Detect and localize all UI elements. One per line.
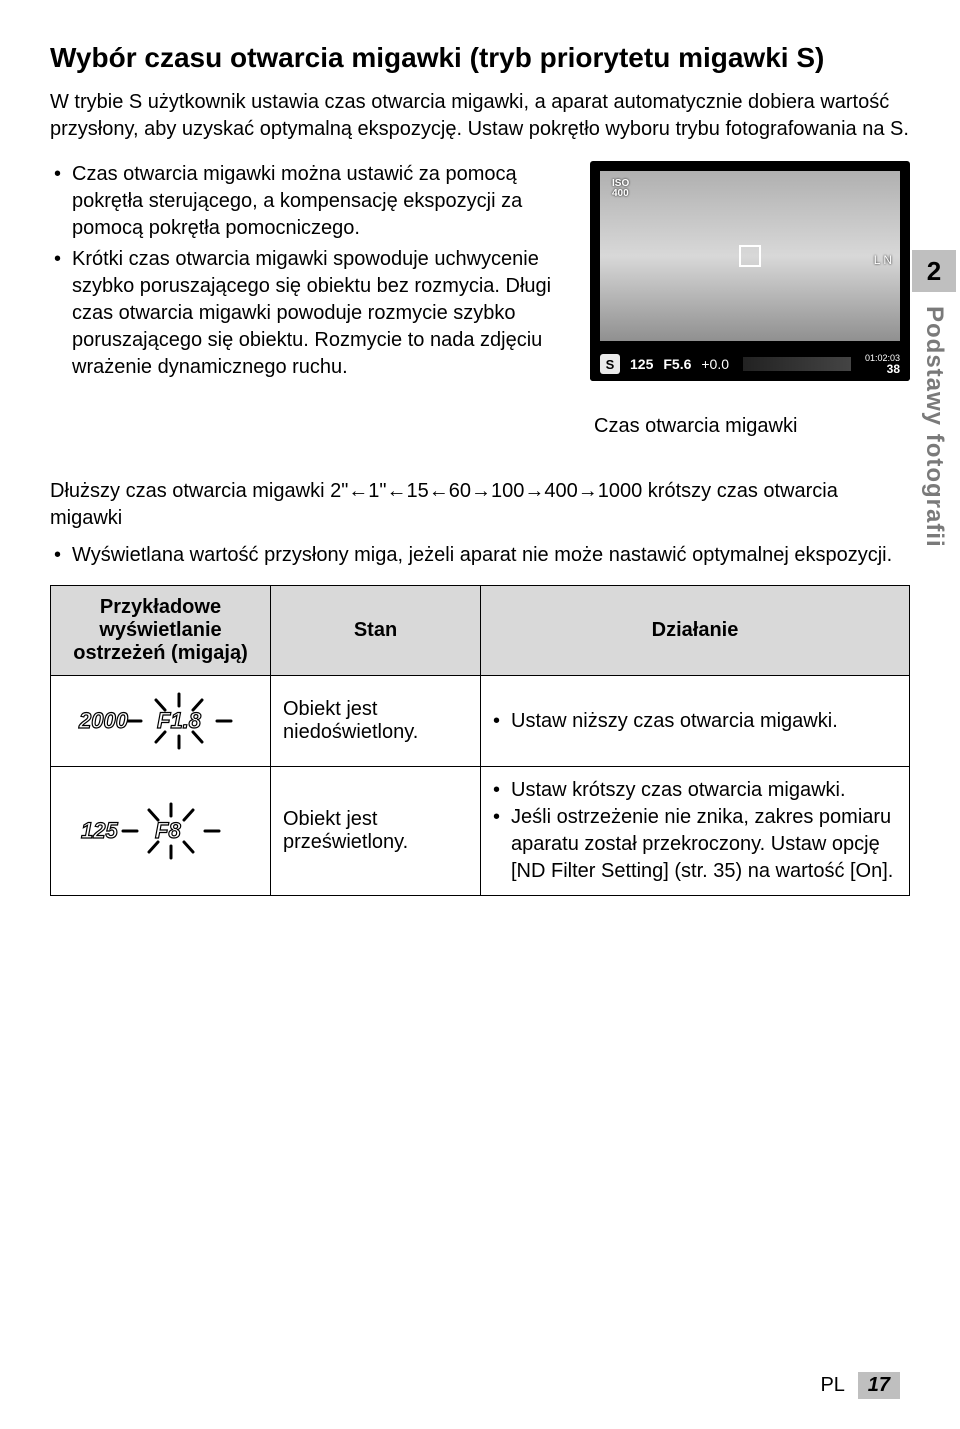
- chapter-label: Podstawy fotografii: [920, 292, 948, 548]
- table-row: 125 F8 Obiekt jest prześwietlony. Ustaw …: [51, 767, 910, 896]
- shots-remaining: 38: [865, 363, 900, 375]
- action-item: Ustaw krótszy czas otwarcia migawki.: [493, 777, 897, 804]
- bullet-item: Czas otwarcia migawki można ustawić za p…: [54, 161, 566, 242]
- state-cell: Obiekt jest prześwietlony.: [271, 767, 481, 896]
- state-cell: Obiekt jest niedoświetlony.: [271, 676, 481, 767]
- svg-text:F8: F8: [155, 818, 181, 843]
- side-tab: 2 Podstawy fotografii: [908, 250, 960, 548]
- intro-paragraph: W trybie S użytkownik ustawia czas otwar…: [50, 89, 910, 143]
- camera-display-illustration: ISO 400 L N S 125 F5.6 +0.0 01:02:03 38: [590, 161, 910, 381]
- range-bullet: Wyświetlana wartość przysłony miga, jeże…: [54, 542, 910, 569]
- locale-label: PL: [820, 1374, 844, 1396]
- exposure-scale: [743, 357, 851, 371]
- page-number: 17: [858, 1372, 900, 1399]
- bullet-item: Krótki czas otwarcia migawki spowoduje u…: [54, 246, 566, 381]
- display-caption: Czas otwarcia migawki: [590, 415, 910, 438]
- quality-indicator: L N: [874, 253, 892, 267]
- callout-line: [638, 377, 640, 381]
- page-heading: Wybór czasu otwarcia migawki (tryb prior…: [50, 40, 910, 75]
- ev-value: +0.0: [701, 356, 729, 372]
- feature-bullets: Czas otwarcia migawki można ustawić za p…: [50, 161, 566, 385]
- th-state: Stan: [271, 586, 481, 676]
- action-item: Jeśli ostrzeżenie nie znika, zakres pomi…: [493, 804, 897, 885]
- table-row: 2000 F1.8 Obiekt jest niedoświetlony. Us…: [51, 676, 910, 767]
- chapter-number: 2: [912, 250, 956, 292]
- shutter-value: 125: [630, 356, 653, 372]
- action-item: Ustaw niższy czas otwarcia migawki.: [493, 708, 897, 735]
- th-display: Przykładowe wyświetlanie ostrzeżeń (miga…: [51, 586, 271, 676]
- svg-text:2000: 2000: [78, 708, 129, 733]
- th-action: Działanie: [481, 586, 910, 676]
- iso-value: 400: [612, 188, 629, 199]
- page-footer: PL 17: [820, 1372, 900, 1399]
- flash-warning-icon: 2000 F1.8: [71, 686, 251, 756]
- mode-icon: S: [600, 354, 620, 374]
- svg-text:125: 125: [81, 818, 118, 843]
- flash-warning-icon: 125 F8: [71, 796, 251, 866]
- warning-table: Przykładowe wyświetlanie ostrzeżeń (miga…: [50, 585, 910, 896]
- aperture-value: F5.6: [663, 356, 691, 372]
- shutter-range-line: Dłuższy czas otwarcia migawki 2"←1"←15←6…: [50, 478, 910, 532]
- svg-text:F1.8: F1.8: [157, 708, 202, 733]
